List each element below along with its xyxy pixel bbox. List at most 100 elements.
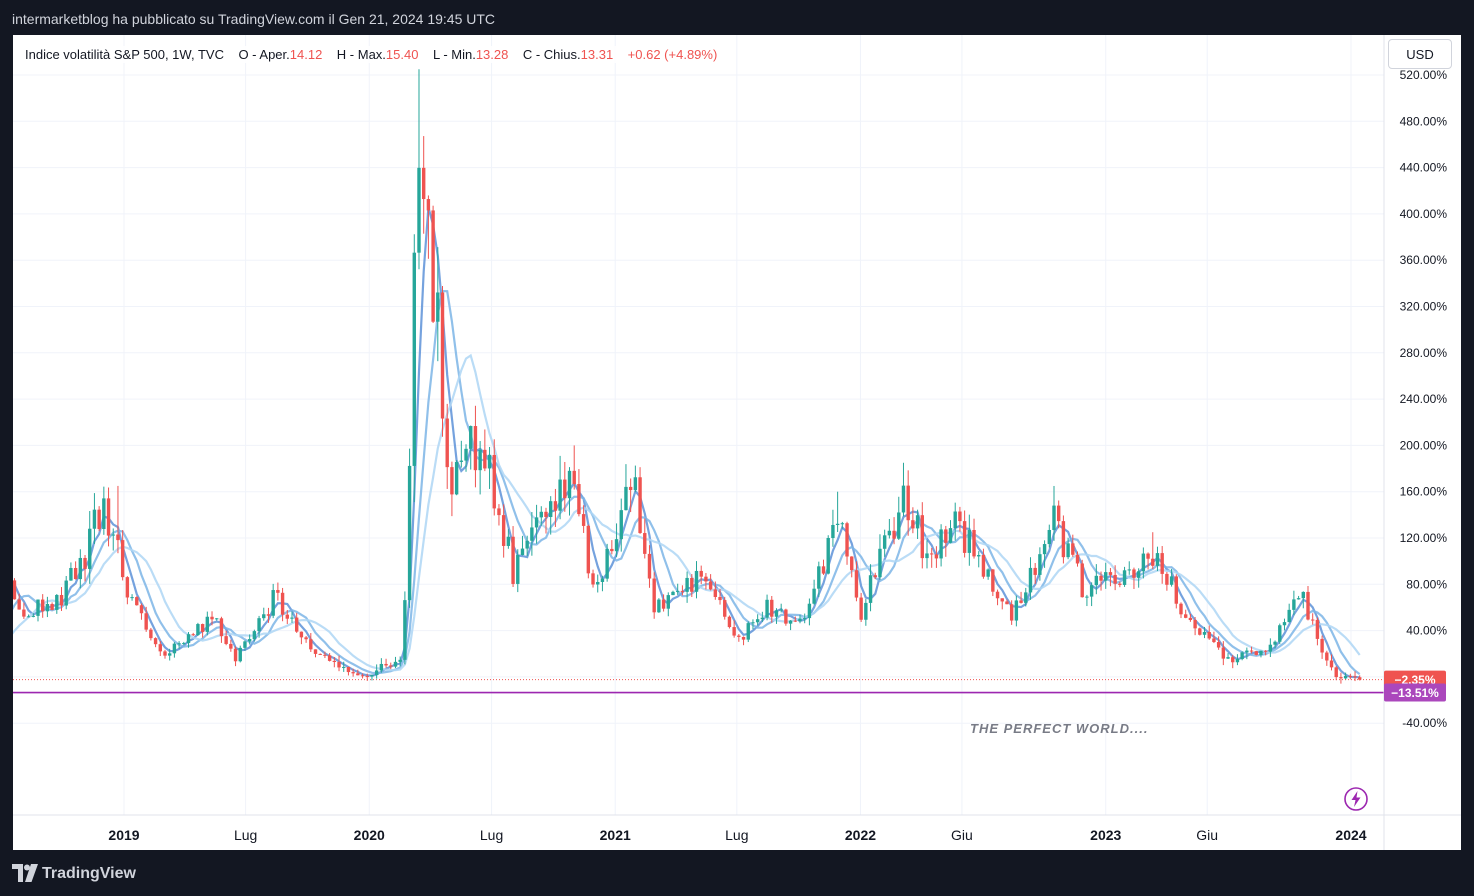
candle-body (596, 581, 600, 585)
candle-body (694, 570, 699, 592)
candle-body (854, 570, 859, 598)
candle-body (492, 454, 496, 509)
candle-body (1174, 576, 1178, 604)
candle-body (243, 641, 247, 648)
price-tick-label: 560.00% (1400, 35, 1448, 36)
candle-body (1353, 676, 1357, 678)
candle-body (962, 521, 967, 553)
candle-body (379, 663, 384, 671)
ohlc-legend: Indice volatilità S&P 500, 1W, TVC O - A… (23, 46, 720, 63)
price-tick-label: 160.00% (1400, 485, 1448, 499)
candle-body (548, 501, 553, 518)
candle-body (1202, 632, 1207, 635)
candle-body (342, 666, 346, 668)
lightning-bolt-icon[interactable] (1343, 786, 1369, 812)
candle-body (1061, 521, 1066, 558)
close-value: 13.31 (580, 47, 614, 62)
candle-body (892, 530, 896, 539)
time-tick-label: 2021 (600, 827, 631, 843)
candle-body (1315, 619, 1320, 639)
candle-body (125, 577, 130, 598)
candle-body (544, 511, 548, 518)
candle-body (835, 523, 840, 525)
candle-body (186, 634, 191, 644)
candle-body (868, 575, 873, 603)
candle-body (718, 596, 722, 601)
candle-body (40, 599, 45, 612)
candle-body (149, 629, 153, 639)
candle-body (440, 292, 445, 419)
candle-body (1127, 569, 1131, 571)
candle-body (238, 647, 242, 662)
candle-body (534, 517, 539, 528)
candle-body (290, 617, 294, 619)
tradingview-brand[interactable]: TradingView (42, 865, 136, 882)
chart-canvas[interactable]: 560.00% 520.00% 480.00% 440.00% 400.00% 360.0… (13, 35, 1461, 850)
candle-body (501, 515, 506, 546)
candle-body (765, 599, 769, 618)
candle-body (628, 486, 633, 491)
candle-body (426, 199, 431, 211)
candle-body (1033, 567, 1037, 575)
candle-body (939, 529, 943, 559)
candle-body (1151, 558, 1155, 566)
candle-body (262, 614, 266, 619)
open-value: 14.12 (289, 47, 323, 62)
low-value: 13.28 (475, 47, 509, 62)
candle-body (1141, 553, 1146, 572)
currency-selector[interactable]: USD (1388, 39, 1452, 69)
candle-body (111, 534, 115, 536)
time-tick-label: Giu (1196, 827, 1218, 843)
candle-body (1118, 583, 1122, 585)
price-tick-label: 240.00% (1400, 392, 1448, 406)
candle-body (906, 485, 910, 521)
candle-body (1122, 570, 1127, 585)
candles (13, 69, 1362, 684)
candle-body (506, 536, 511, 546)
candle-body (840, 523, 845, 525)
candle-body (1009, 604, 1014, 621)
candle-body (788, 620, 793, 624)
candle-body (1099, 575, 1103, 581)
candle-body (1278, 625, 1282, 642)
candle-body (167, 653, 172, 656)
candle-body (135, 597, 139, 606)
candle-body (802, 618, 807, 620)
candle-body (685, 577, 689, 592)
candle-body (981, 555, 986, 577)
candle-body (793, 620, 797, 622)
chart-panel[interactable]: 560.00% 520.00% 480.00% 440.00% 400.00% 360.0… (13, 35, 1461, 850)
candle-body (944, 529, 948, 543)
candle-body (1320, 638, 1324, 653)
candle-body (1198, 628, 1202, 635)
candle-body (280, 592, 285, 615)
candle-body (130, 597, 134, 599)
candle-body (1358, 677, 1362, 680)
candle-body (224, 636, 228, 644)
candle-body (116, 534, 120, 541)
price-tick-label: 80.00% (1406, 577, 1447, 591)
candle-body (1038, 554, 1042, 575)
candle-body (1104, 572, 1108, 581)
candle-body (948, 528, 953, 543)
candle-body (45, 603, 50, 612)
publish-info: intermarketblog ha pubblicato su Trading… (12, 11, 496, 27)
price-tick-label: 120.00% (1400, 531, 1448, 545)
candle-body (708, 581, 713, 590)
candle-body (821, 566, 826, 574)
candle-body (1047, 529, 1051, 545)
candle-body (774, 610, 779, 617)
candle-body (271, 590, 275, 616)
candle-body (873, 575, 877, 578)
tradingview-logo-icon[interactable] (12, 864, 38, 882)
candle-body (210, 616, 214, 620)
candle-body (318, 653, 322, 655)
candle-body (464, 448, 468, 461)
candle-body (351, 672, 355, 674)
candle-body (713, 589, 718, 597)
candle-body (374, 670, 379, 675)
candle-body (1019, 600, 1023, 603)
candle-body (1301, 591, 1305, 599)
candle-body (36, 599, 40, 616)
reference-line-label: −13.51% (1391, 686, 1439, 700)
